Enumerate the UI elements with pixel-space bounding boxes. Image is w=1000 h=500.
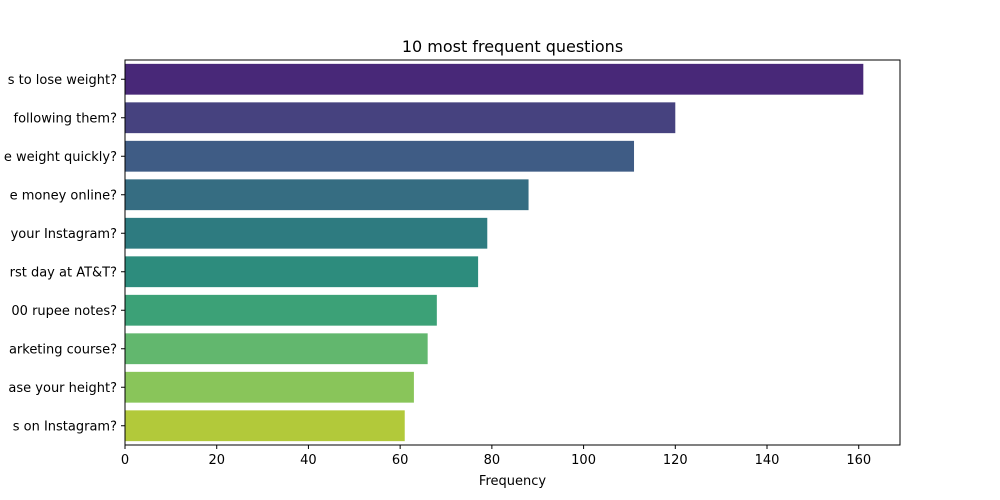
bar: [125, 179, 529, 211]
x-tick-label: 80: [484, 453, 501, 468]
bar: [125, 294, 437, 326]
x-tick-label: 40: [300, 453, 317, 468]
bar: [125, 63, 864, 95]
bar: [125, 140, 635, 172]
y-tick-label: s to lose weight?: [8, 73, 117, 88]
x-tick-label: 160: [846, 453, 871, 468]
y-tick-label: s on Instagram?: [13, 419, 117, 434]
x-tick-label: 0: [121, 453, 129, 468]
x-axis-label: Frequency: [479, 474, 546, 489]
plot-area-frame: [124, 59, 901, 446]
bar: [125, 410, 405, 442]
y-tick-label: arketing course?: [9, 342, 117, 357]
bar: [125, 217, 488, 249]
y-tick-label: e money online?: [10, 188, 117, 203]
x-tick-label: 140: [755, 453, 780, 468]
x-tick-label: 120: [663, 453, 688, 468]
y-tick-label: following them?: [14, 111, 117, 126]
bar: [125, 333, 428, 365]
bar: [125, 102, 676, 134]
y-tick-label: 00 rupee notes?: [11, 304, 117, 319]
x-tick-label: 60: [392, 453, 409, 468]
y-tick-label: rst day at AT&T?: [10, 265, 117, 280]
y-tick-label: e weight quickly?: [4, 150, 117, 165]
x-tick-label: 20: [208, 453, 225, 468]
y-tick-label: ase your height?: [8, 381, 117, 396]
bar: [125, 371, 414, 403]
bar: [125, 256, 479, 288]
chart-title: 10 most frequent questions: [402, 37, 623, 56]
x-tick-label: 100: [571, 453, 596, 468]
y-tick-label: your Instagram?: [11, 227, 117, 242]
